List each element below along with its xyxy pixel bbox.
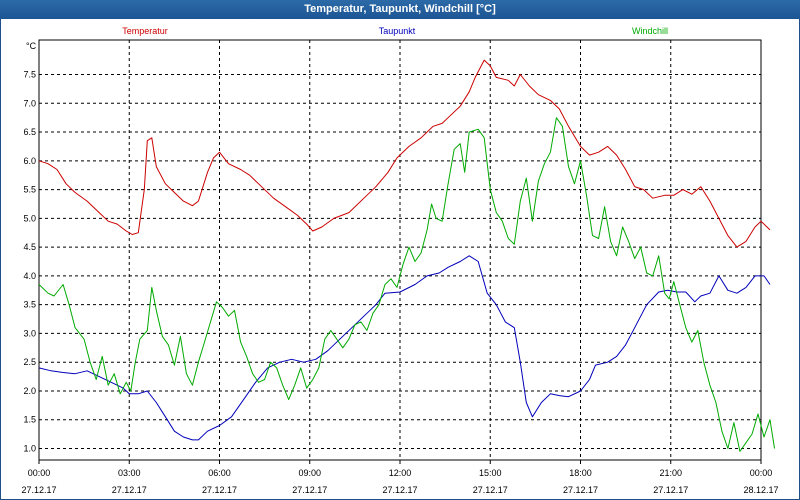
grid-lines [39,40,761,460]
x-tick-date: 27.12.17 [292,485,327,495]
series-line-temperatur [38,59,771,248]
legend-taupunkt: Taupunkt [379,26,416,36]
y-tick-label: 6.0 [23,156,36,166]
x-tick-date: 28.12.17 [743,485,778,495]
y-tick-label: 4.5 [23,242,36,252]
x-tick-time: 09:00 [298,468,321,478]
x-tick-date: 27.12.17 [563,485,598,495]
x-tick-date: 27.12.17 [653,485,688,495]
y-axis-ticks: 1.0 1.5 2.0 2.5 3.0 3.5 4.0 4.5 5.0 5.5 6.0 6.5 7.0 7… [23,70,36,454]
x-tick-date: 27.12.17 [21,485,56,495]
x-tick-time: 00:00 [750,468,773,478]
x-tick-date: 27.12.17 [473,485,508,495]
y-tick-label: 3.5 [23,300,36,310]
x-tick-time: 06:00 [208,468,231,478]
y-tick-label: 2.5 [23,357,36,367]
chart-title: Temperatur, Taupunkt, Windchill [°C] [0,0,800,19]
x-tick-date: 27.12.17 [382,485,417,495]
series-line-taupunkt [38,255,771,441]
x-axis-ticks: 00:00 27.12.17 03:00 27.12.17 06:00 27.12.17 0… [21,460,779,495]
x-tick-time: 21:00 [659,468,682,478]
y-tick-label: 2.0 [23,386,36,396]
x-tick-time: 15:00 [479,468,502,478]
x-tick-time: 12:00 [389,468,412,478]
y-tick-label: 1.5 [23,415,36,425]
x-tick-time: 18:00 [569,468,592,478]
x-tick-time: 03:00 [118,468,141,478]
y-tick-label: 5.0 [23,213,36,223]
y-axis-label: °C [26,41,37,51]
legend-windchill: Windchill [632,26,668,36]
x-tick-time: 00:00 [28,468,51,478]
y-tick-label: 7.5 [23,70,36,80]
series-lines [38,59,775,452]
x-tick-date: 27.12.17 [112,485,147,495]
y-tick-label: 5.5 [23,185,36,195]
series-line-windchill [38,117,775,452]
x-tick-date: 27.12.17 [202,485,237,495]
y-tick-label: 3.0 [23,328,36,338]
y-tick-label: 6.5 [23,127,36,137]
y-tick-label: 1.0 [23,443,36,453]
legend-temperatur: Temperatur [122,26,168,36]
y-tick-label: 4.0 [23,271,36,281]
y-tick-label: 7.0 [23,98,36,108]
